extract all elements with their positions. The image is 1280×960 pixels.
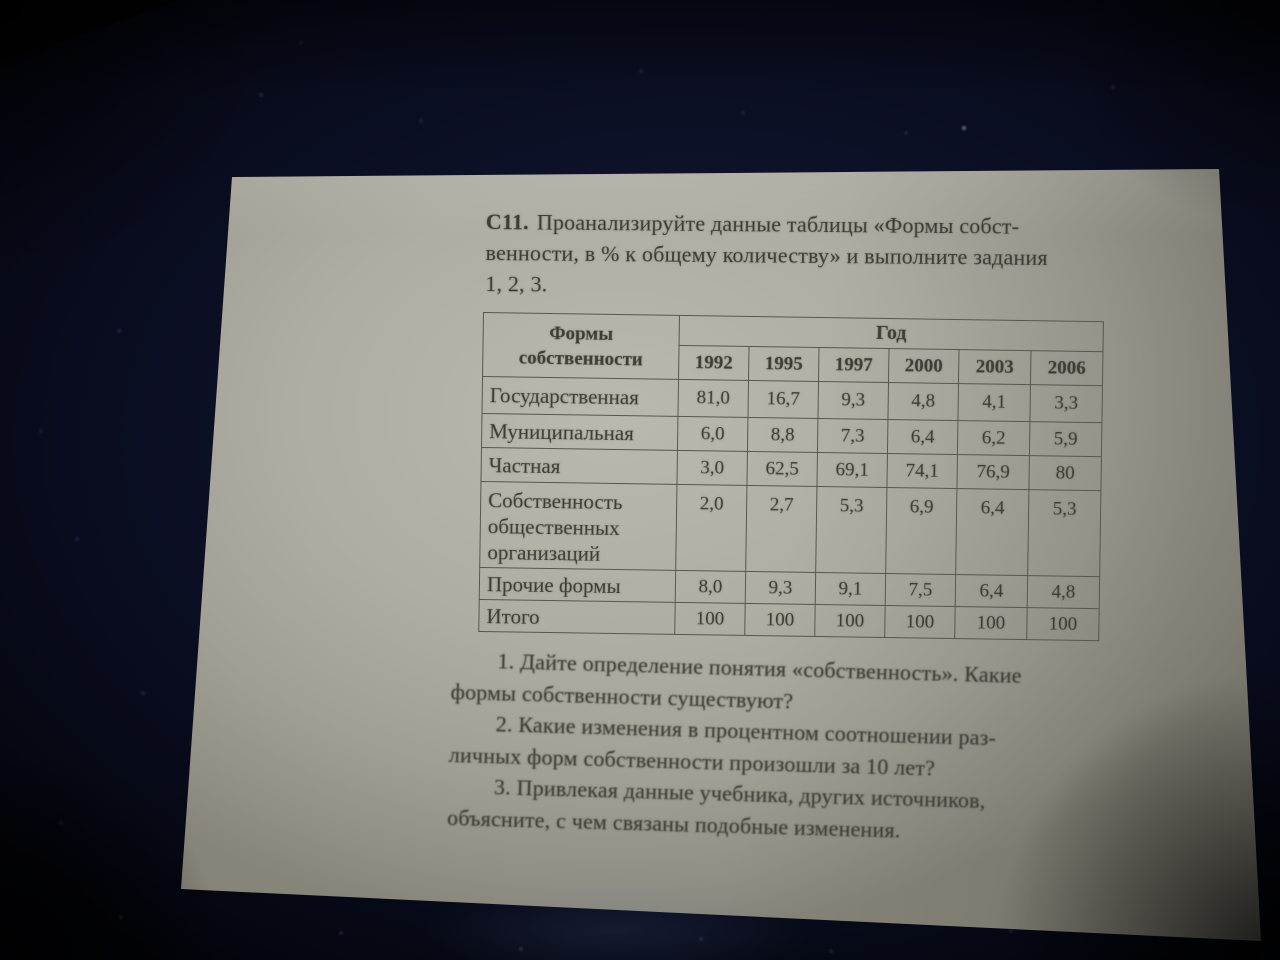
table-cell: 74,1 (886, 453, 958, 489)
table-cell: 5,3 (815, 486, 887, 574)
table-cell: 6,4 (955, 488, 1029, 576)
table-cell: 8,0 (675, 570, 746, 604)
row-label: Собственность общественных организаций (479, 481, 677, 571)
table-cell: 100 (814, 604, 886, 638)
table-cell: 8,8 (747, 417, 818, 453)
table-edge-shadow (0, 0, 230, 70)
table-cell: 100 (744, 603, 816, 637)
table-cell: 4,1 (957, 383, 1031, 422)
dust-speckles (0, 0, 2, 2)
table-cell: 7,5 (885, 573, 956, 607)
task-heading-line: венности, в % к общему количеству» и вып… (485, 239, 1048, 270)
table-cell: 4,8 (887, 382, 959, 421)
task-heading-line: 1, 2, 3. (485, 270, 548, 297)
year-header: 1992 (678, 345, 750, 381)
row-label: Государственная (481, 376, 679, 417)
table-cell: 80 (1028, 455, 1102, 491)
task-heading: С11. Проанализируйте данные таблицы «Форм… (485, 206, 1100, 304)
year-header: 1995 (748, 346, 820, 382)
table-cell: 3,3 (1029, 384, 1103, 423)
table-cell: 2,0 (675, 484, 747, 572)
row-label: Прочие формы (479, 567, 676, 603)
table-cell: 6,0 (677, 416, 748, 452)
table-header-row: Формы собственности Год (482, 312, 1104, 380)
table-cell: 100 (884, 605, 956, 639)
table-cell: 5,3 (1027, 489, 1101, 577)
table-cell: 3,0 (676, 450, 748, 486)
table-cell: 6,9 (885, 487, 957, 575)
year-header: 2000 (888, 348, 959, 384)
task-heading-text: Проанализируйте данные таблицы «Формы со… (536, 209, 1020, 239)
table-cell: 9,3 (817, 381, 889, 420)
year-header: 2003 (958, 349, 1031, 385)
table-cell: 9,1 (815, 572, 886, 606)
table-cell: 81,0 (677, 379, 749, 418)
year-header: 2006 (1030, 350, 1104, 386)
table-cell: 4,8 (1027, 575, 1100, 609)
table-cell: 100 (1026, 607, 1100, 641)
questions-block: 1. Дайте определение понятия «собственно… (447, 644, 1124, 852)
table-cell: 9,3 (745, 571, 816, 605)
task-number: С11. (485, 208, 529, 235)
row-label: Частная (480, 447, 678, 485)
table-cell: 5,9 (1029, 421, 1102, 457)
table-cell: 6,2 (957, 420, 1030, 456)
table-cell: 76,9 (956, 454, 1030, 490)
table-cell: 16,7 (747, 380, 819, 419)
year-header: 1997 (818, 347, 890, 383)
table-cell: 6,4 (955, 574, 1028, 608)
row-label: Муниципальная (481, 413, 678, 451)
table-cell: 7,3 (817, 418, 888, 454)
table-cell: 62,5 (746, 451, 818, 487)
row-label: Итого (478, 599, 676, 635)
table-cell: 100 (674, 602, 746, 636)
table-cell: 6,4 (887, 419, 958, 455)
table-cell: 100 (954, 606, 1028, 640)
table-cell: 69,1 (816, 452, 888, 488)
ownership-forms-table: Формы собственности Год 1992 1995 1997 2… (478, 312, 1104, 641)
table-row: Собственность общественных организаций 2… (479, 481, 1101, 577)
worksheet-paper: С11. Проанализируйте данные таблицы «Форм… (181, 169, 1261, 941)
table-cell: 2,7 (745, 485, 817, 573)
column-header-forms: Формы собственности (482, 312, 680, 380)
